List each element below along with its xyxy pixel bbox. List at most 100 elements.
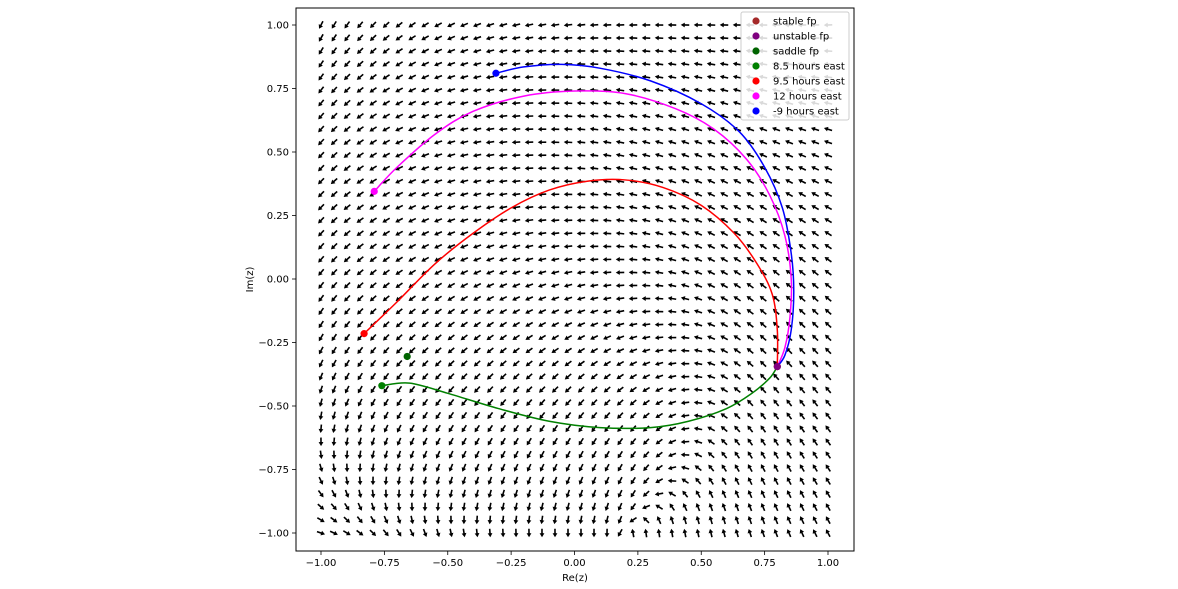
field-arrow bbox=[707, 309, 716, 315]
field-arrow bbox=[576, 126, 586, 132]
legend-marker bbox=[752, 77, 760, 85]
field-arrow bbox=[435, 502, 441, 512]
field-arrow bbox=[602, 22, 612, 28]
field-arrow bbox=[578, 489, 584, 498]
field-arrow bbox=[421, 347, 429, 354]
field-arrow bbox=[331, 463, 337, 473]
field-arrow bbox=[446, 179, 456, 184]
field-arrow bbox=[746, 296, 754, 302]
field-arrow bbox=[369, 60, 377, 67]
x-tick-label: −1.00 bbox=[306, 558, 337, 569]
field-arrow bbox=[459, 179, 469, 184]
field-arrow bbox=[511, 191, 521, 197]
field-arrow bbox=[654, 22, 664, 28]
field-arrow bbox=[330, 190, 338, 198]
field-arrow bbox=[344, 398, 350, 407]
field-arrow bbox=[498, 205, 508, 210]
field-arrow bbox=[733, 231, 742, 237]
field-arrow bbox=[448, 476, 454, 485]
field-arrow bbox=[799, 503, 805, 512]
field-arrow bbox=[409, 411, 415, 420]
field-arrow bbox=[667, 296, 677, 301]
field-arrow bbox=[526, 386, 533, 393]
field-arrow bbox=[694, 296, 703, 301]
field-arrow bbox=[539, 437, 545, 446]
field-arrow bbox=[395, 34, 403, 41]
field-arrow bbox=[409, 528, 415, 537]
legend-marker bbox=[752, 62, 760, 70]
field-arrow bbox=[422, 411, 429, 420]
field-arrow bbox=[590, 347, 599, 353]
field-arrow bbox=[486, 321, 495, 327]
field-arrow bbox=[629, 399, 637, 406]
field-arrow bbox=[747, 425, 754, 433]
field-arrow bbox=[668, 413, 677, 419]
field-arrow bbox=[707, 126, 716, 132]
field-arrow bbox=[524, 270, 534, 275]
field-arrow bbox=[330, 125, 338, 133]
field-arrow bbox=[565, 463, 571, 472]
field-arrow bbox=[370, 424, 376, 433]
field-arrow bbox=[369, 269, 377, 276]
field-arrow bbox=[343, 165, 351, 171]
field-arrow bbox=[434, 269, 443, 275]
field-arrow bbox=[799, 451, 805, 459]
field-arrow bbox=[654, 270, 664, 275]
field-arrow bbox=[318, 86, 325, 94]
field-arrow bbox=[500, 424, 507, 433]
field-arrow bbox=[578, 411, 585, 420]
field-arrow bbox=[629, 386, 637, 393]
field-arrow bbox=[538, 321, 547, 327]
field-arrow bbox=[435, 411, 442, 420]
field-arrow bbox=[733, 399, 741, 407]
field-arrow bbox=[499, 360, 507, 367]
field-arrow bbox=[460, 269, 469, 275]
field-arrow bbox=[370, 476, 376, 486]
field-arrow bbox=[511, 257, 521, 262]
field-arrow bbox=[357, 476, 363, 486]
field-arrow bbox=[318, 73, 325, 81]
field-arrow bbox=[435, 528, 441, 538]
trajectory-start-point bbox=[492, 69, 500, 77]
field-arrow bbox=[343, 217, 351, 224]
field-arrow bbox=[330, 216, 338, 224]
field-arrow bbox=[824, 321, 832, 329]
field-arrow bbox=[747, 412, 754, 420]
field-arrow bbox=[811, 243, 819, 250]
field-arrow bbox=[617, 528, 623, 537]
field-arrow bbox=[500, 528, 506, 538]
field-arrow bbox=[811, 269, 819, 276]
field-arrow bbox=[695, 515, 701, 525]
field-arrow bbox=[446, 74, 456, 80]
field-arrow bbox=[318, 268, 325, 276]
field-arrow bbox=[343, 112, 351, 119]
field-arrow bbox=[680, 439, 690, 445]
field-arrow bbox=[369, 529, 377, 536]
field-arrow bbox=[485, 22, 495, 28]
field-arrow bbox=[693, 374, 703, 380]
field-arrow bbox=[485, 192, 495, 197]
field-arrow bbox=[344, 34, 351, 42]
field-arrow bbox=[395, 21, 403, 28]
field-arrow bbox=[615, 139, 625, 145]
field-arrow bbox=[786, 503, 792, 512]
legend-entry: 9.5 hours east bbox=[752, 77, 845, 88]
field-arrow bbox=[641, 152, 651, 158]
field-arrow bbox=[382, 152, 391, 158]
field-arrow bbox=[628, 322, 638, 327]
y-tick-label: −0.50 bbox=[258, 402, 289, 413]
field-arrow bbox=[732, 113, 742, 119]
field-arrow bbox=[421, 74, 430, 80]
field-arrow bbox=[383, 502, 389, 512]
field-arrow bbox=[694, 179, 703, 184]
field-arrow bbox=[499, 308, 508, 314]
field-arrow bbox=[616, 335, 625, 340]
field-arrow bbox=[474, 437, 480, 446]
field-arrow bbox=[706, 113, 716, 119]
field-arrow bbox=[563, 244, 573, 249]
field-arrow bbox=[811, 179, 820, 184]
x-tick-label: 0.25 bbox=[627, 558, 649, 569]
field-arrow bbox=[448, 515, 454, 525]
field-arrow bbox=[707, 165, 716, 171]
start-points bbox=[360, 69, 781, 390]
